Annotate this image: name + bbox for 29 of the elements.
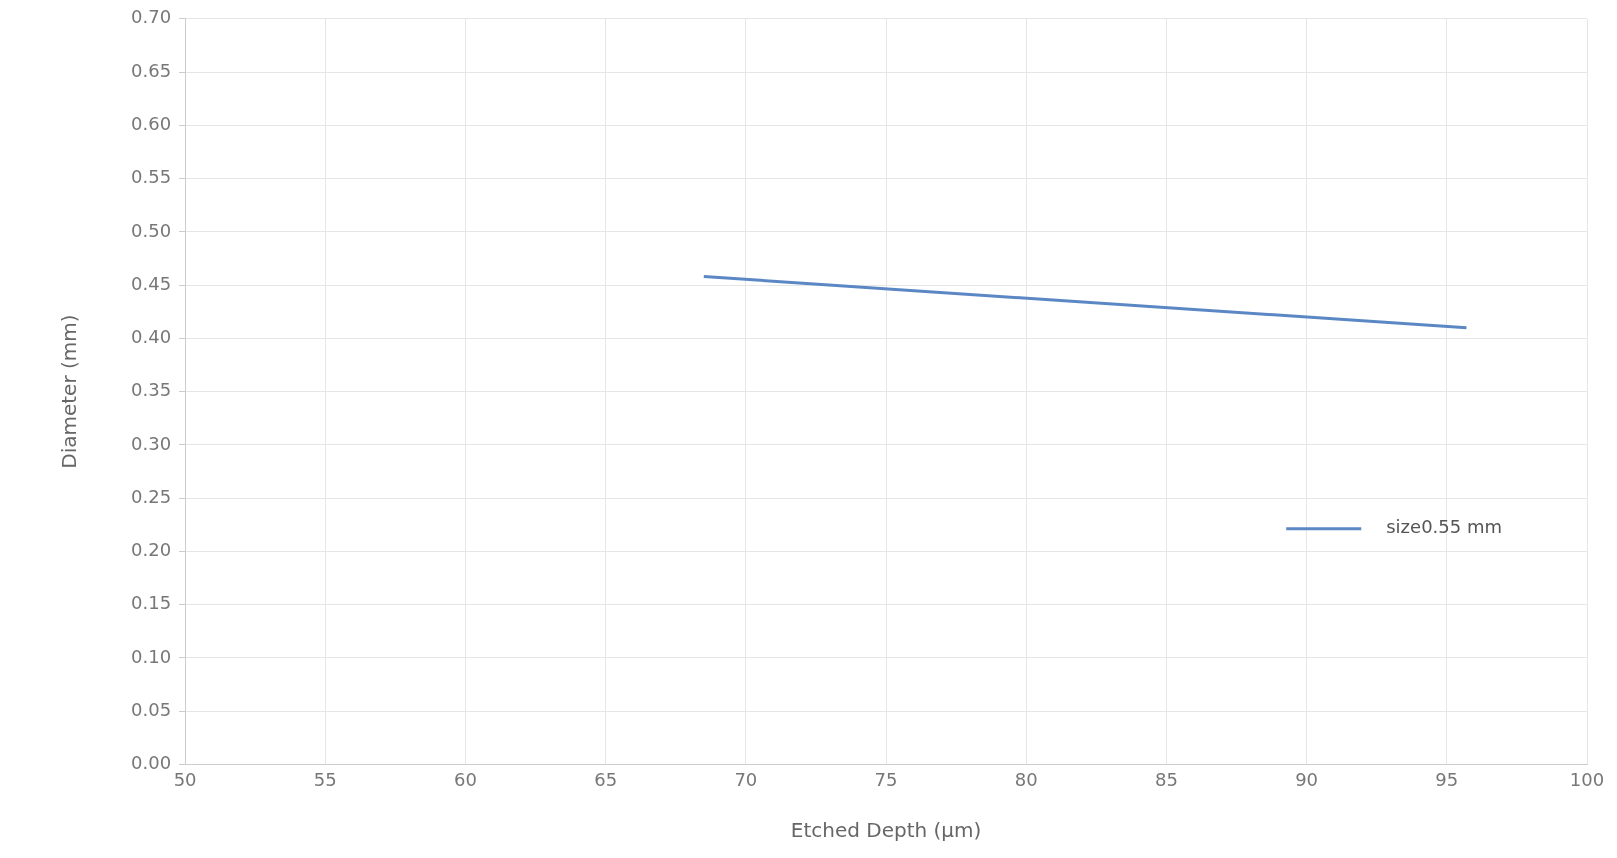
legend-label: size0.55 mm: [1386, 516, 1503, 538]
y-tick-label: 0.30: [131, 432, 172, 454]
x-tick-label: 80: [1014, 768, 1038, 790]
y-tick-label: 0.15: [131, 592, 172, 614]
x-tick-label: 75: [874, 768, 898, 790]
x-tick-label: 95: [1435, 768, 1459, 790]
y-tick-label: 0.70: [131, 6, 172, 28]
x-tick-label: 50: [173, 768, 197, 790]
y-tick-label: 0.10: [131, 645, 172, 667]
x-tick-label: 70: [734, 768, 758, 790]
y-tick-label: 0.60: [131, 112, 172, 134]
y-tick-label: 0.20: [131, 539, 172, 561]
y-tick-label: 0.55: [131, 166, 172, 188]
x-axis-title: Etched Depth (μm): [790, 818, 982, 843]
y-tick-label: 0.45: [131, 272, 172, 294]
x-tick-label: 85: [1154, 768, 1178, 790]
x-tick-label: 60: [454, 768, 477, 790]
x-tick-label: 90: [1295, 768, 1319, 790]
y-tick-label: 0.50: [131, 219, 172, 241]
x-tick-label: 55: [313, 768, 337, 790]
y-tick-label: 0.35: [131, 379, 172, 401]
x-tick-label: 100: [1569, 768, 1605, 790]
y-tick-label: 0.00: [131, 752, 172, 774]
x-tick-label: 65: [594, 768, 618, 790]
y-tick-label: 0.40: [131, 326, 172, 348]
y-tick-label: 0.65: [131, 59, 172, 81]
y-axis-title: Diameter (mm): [57, 314, 82, 469]
y-tick-label: 0.05: [131, 698, 172, 720]
y-tick-label: 0.25: [131, 485, 172, 507]
